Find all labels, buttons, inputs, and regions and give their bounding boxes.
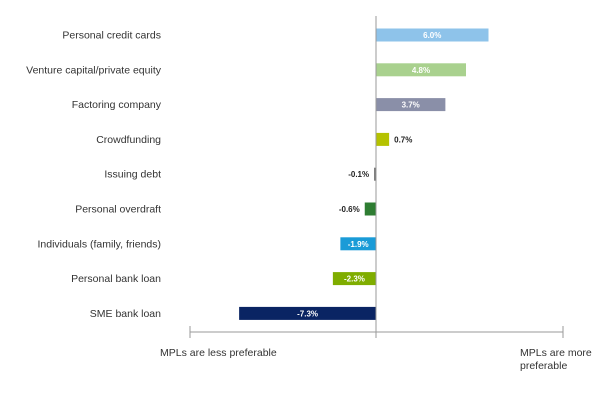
category-label-0: Personal credit cards [62,30,161,42]
value-label-6: -1.9% [348,240,369,249]
value-label-2: 3.7% [402,101,420,110]
value-label-5: -0.6% [339,205,360,214]
bar-2 [376,98,446,112]
value-label-1: 4.8% [412,66,430,75]
value-label-0: 6.0% [423,31,441,40]
bar-0 [376,28,489,42]
value-label-4: -0.1% [348,170,369,179]
category-labels-group: Personal credit cards 6.0% Venture capital… [26,30,441,320]
bar-6 [340,237,376,251]
value-label-8: -7.3% [297,309,318,318]
left-note: MPLs are less preferable [160,347,277,359]
category-label-3: Crowdfunding [96,134,161,146]
category-label-5: Personal overdraft [75,204,161,216]
bar-5 [364,202,376,216]
bar-4 [374,167,376,181]
category-label-1: Venture capital/private equity [26,64,162,76]
value-label-3: 0.7% [394,135,412,144]
bar-7 [332,272,376,286]
category-label-4: Issuing debt [104,169,161,181]
category-label-8: SME bank loan [90,308,161,320]
category-label-2: Factoring company [72,99,162,111]
category-label-6: Individuals (family, friends) [37,238,161,250]
category-label-7: Personal bank loan [71,273,161,285]
right-note: MPLs are more preferable [520,347,592,372]
bar-3 [376,132,390,146]
axis-group [189,16,564,338]
bar-1 [376,63,466,77]
bars-group [239,28,489,320]
bar-8 [239,306,376,320]
value-label-7: -2.3% [344,275,365,284]
